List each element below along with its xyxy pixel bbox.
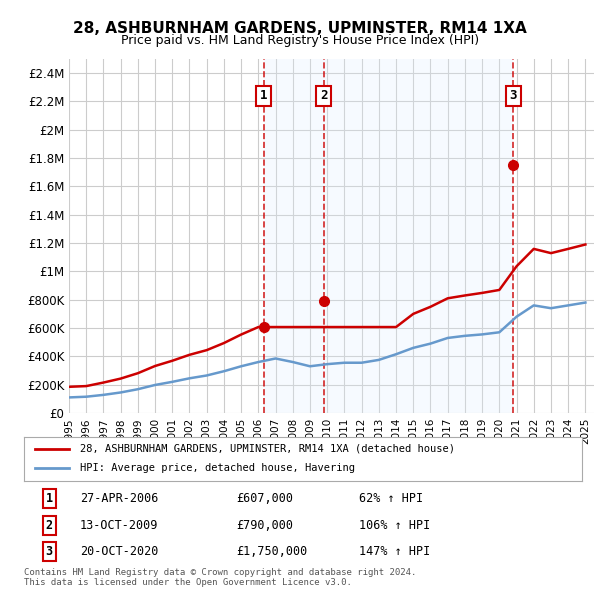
Text: 28, ASHBURNHAM GARDENS, UPMINSTER, RM14 1XA: 28, ASHBURNHAM GARDENS, UPMINSTER, RM14 …	[73, 21, 527, 35]
Text: 3: 3	[46, 545, 53, 558]
Text: 106% ↑ HPI: 106% ↑ HPI	[359, 519, 430, 532]
Text: 13-OCT-2009: 13-OCT-2009	[80, 519, 158, 532]
Text: 147% ↑ HPI: 147% ↑ HPI	[359, 545, 430, 558]
Text: £607,000: £607,000	[236, 492, 293, 505]
Text: 20-OCT-2020: 20-OCT-2020	[80, 545, 158, 558]
Text: Price paid vs. HM Land Registry's House Price Index (HPI): Price paid vs. HM Land Registry's House …	[121, 34, 479, 47]
Text: 62% ↑ HPI: 62% ↑ HPI	[359, 492, 423, 505]
Text: 1: 1	[46, 492, 53, 505]
Text: HPI: Average price, detached house, Havering: HPI: Average price, detached house, Have…	[80, 464, 355, 473]
Text: 2: 2	[46, 519, 53, 532]
Text: £1,750,000: £1,750,000	[236, 545, 307, 558]
Text: £790,000: £790,000	[236, 519, 293, 532]
Text: Contains HM Land Registry data © Crown copyright and database right 2024.
This d: Contains HM Land Registry data © Crown c…	[24, 568, 416, 587]
Text: 3: 3	[509, 89, 517, 102]
Bar	[264, 59, 323, 413]
Text: 1: 1	[260, 89, 268, 102]
Bar	[323, 59, 513, 413]
Text: 27-APR-2006: 27-APR-2006	[80, 492, 158, 505]
Text: 28, ASHBURNHAM GARDENS, UPMINSTER, RM14 1XA (detached house): 28, ASHBURNHAM GARDENS, UPMINSTER, RM14 …	[80, 444, 455, 454]
Text: 2: 2	[320, 89, 328, 102]
